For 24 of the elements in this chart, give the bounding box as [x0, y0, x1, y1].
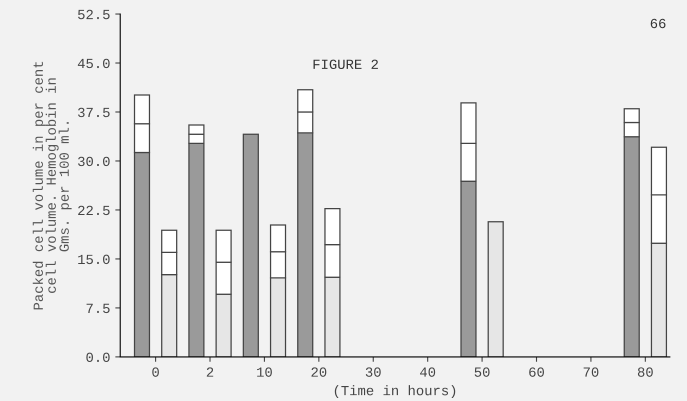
y-tick-label: 30.0: [78, 156, 110, 166]
x-tick-label: 10: [257, 367, 272, 377]
x-tick-label: 60: [529, 367, 544, 377]
x-tick-label: 30: [366, 367, 381, 377]
bar: [242, 134, 259, 357]
x-tick-label: 50: [474, 367, 490, 377]
text: FIGURE 2: [314, 60, 378, 70]
bar: [488, 221, 504, 357]
y-tick-label: 7.5: [86, 304, 110, 314]
y-axis-title: Packed cell volume in per cent cell volume. Hemoglobin in Gms. per 100 ml.: [32, 62, 72, 310]
y-tick-label: 45.0: [78, 58, 110, 68]
x-tick-label: 20: [311, 367, 326, 377]
y-tick-label: 37.5: [78, 108, 110, 118]
x-tick-label: 80: [638, 367, 653, 377]
annotation: 66: [650, 18, 666, 28]
x-tick-label: 0: [152, 367, 159, 377]
x-tick-label: 40: [420, 367, 436, 377]
y-tick-label: 22.5: [78, 206, 110, 216]
y-tick-label: 0.0: [86, 352, 110, 362]
x-axis-title: (Time in hours): [334, 385, 456, 398]
x-tick-label: 70: [584, 367, 598, 377]
y-tick-label: 52.5: [78, 10, 110, 20]
y-tick-label: 15.0: [78, 254, 110, 264]
x-tick-label: 2: [206, 367, 214, 377]
